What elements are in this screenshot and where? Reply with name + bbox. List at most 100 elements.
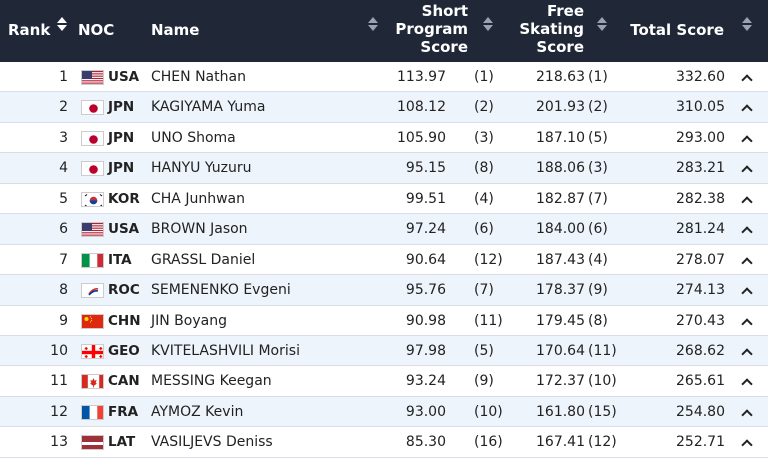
sort-rank-icon[interactable]: [57, 17, 67, 31]
table-row[interactable]: 11 CAN MESSING Keegan 93.24 (9) 172.37 (10) 265…: [0, 366, 768, 397]
sort-free-skating-icon[interactable]: [597, 17, 607, 31]
chevron-up-icon[interactable]: [742, 164, 750, 172]
free-skating-score: 161.80: [536, 403, 585, 420]
athlete-name[interactable]: GRASSL Daniel: [151, 251, 256, 268]
table-row[interactable]: 5 KOR CHA Junhwan 99.51 (4) 182.87 (7) 282.38: [0, 184, 768, 215]
table-row[interactable]: 6 USA BROWN Jason 97.24 (6) 184.00 (6) 281.24: [0, 214, 768, 245]
roc-flag-icon: [81, 283, 104, 299]
table-row[interactable]: 1 USA CHEN Nathan 113.97 (1) 218.63 (1) 332.60: [0, 62, 768, 93]
athlete-name[interactable]: MESSING Keegan: [151, 373, 272, 390]
athlete-name[interactable]: KAGIYAMA Yuma: [151, 99, 266, 116]
short-program-rank: (4): [474, 190, 494, 207]
athlete-name[interactable]: SEMENENKO Evgeni: [151, 282, 291, 299]
chevron-up-icon[interactable]: [742, 134, 750, 142]
chevron-up-icon[interactable]: [742, 438, 750, 446]
noc-cell: KOR: [108, 190, 140, 207]
chevron-up-icon[interactable]: [742, 317, 750, 325]
short-program-score: 95.76: [405, 282, 446, 299]
usa-flag-icon: [81, 70, 104, 85]
free-skating-rank: (5): [588, 129, 608, 146]
total-score: 268.62: [676, 342, 725, 359]
noc-cell: ITA: [108, 251, 132, 268]
rank-cell: 2: [59, 99, 68, 116]
free-skating-rank: (12): [588, 434, 617, 451]
short-program-rank: (6): [474, 221, 494, 238]
free-skating-score: 178.37: [536, 282, 585, 299]
free-skating-rank: (6): [588, 221, 608, 238]
free-skating-rank: (15): [588, 403, 617, 420]
chevron-up-icon[interactable]: [742, 225, 750, 233]
total-score: 310.05: [676, 99, 725, 116]
athlete-name[interactable]: BROWN Jason: [151, 221, 248, 238]
free-skating-rank: (4): [588, 251, 608, 268]
ita-flag-icon: [81, 252, 104, 268]
free-skating-score: 218.63: [536, 69, 585, 85]
chevron-up-icon[interactable]: [742, 195, 750, 203]
table-row[interactable]: 2 JPN KAGIYAMA Yuma 108.12 (2) 201.93 (2) 310.0…: [0, 92, 768, 123]
chevron-up-icon[interactable]: [742, 103, 750, 111]
noc-cell: JPN: [108, 160, 135, 177]
rank-cell: 8: [59, 282, 68, 299]
free-skating-header[interactable]: Free Skating Score: [519, 2, 584, 56]
rank-cell: 1: [59, 69, 68, 85]
total-score: 265.61: [676, 373, 725, 390]
total-score: 274.13: [676, 282, 725, 299]
athlete-name[interactable]: CHA Junhwan: [151, 190, 245, 207]
short-program-rank: (5): [474, 342, 494, 359]
free-skating-rank: (8): [588, 312, 608, 329]
short-program-rank: (12): [474, 251, 503, 268]
free-skating-score: 201.93: [536, 99, 585, 116]
chevron-up-icon[interactable]: [742, 256, 750, 264]
athlete-name[interactable]: AYMOZ Kevin: [151, 403, 244, 420]
short-program-score: 93.24: [405, 373, 446, 390]
table-row[interactable]: 12 FRA AYMOZ Kevin 93.00 (10) 161.80 (15) 254.8…: [0, 396, 768, 428]
can-flag-icon: [81, 374, 104, 390]
table-row[interactable]: 10 GEO KVITELASHVILI Morisi 97.98 (5) 170.64(…: [0, 335, 768, 367]
fra-flag-icon: [81, 404, 104, 420]
short-program-score: 90.64: [405, 251, 446, 268]
chevron-up-icon[interactable]: [742, 377, 750, 385]
athlete-name[interactable]: KVITELASHVILI Morisi: [151, 342, 300, 359]
table-row[interactable]: 4 JPN HANYU Yuzuru 95.15 (8) 188.06 (3) 283.21: [0, 153, 768, 184]
athlete-name[interactable]: CHEN Nathan: [151, 69, 246, 85]
sort-total-score-icon[interactable]: [742, 17, 752, 31]
table-row[interactable]: 8 ROC SEMENENKO Evgeni 95.76 (7) 178.37 (9) 274…: [0, 275, 768, 306]
sort-name-icon[interactable]: [368, 17, 378, 31]
free-skating-rank: (3): [588, 160, 608, 177]
short-program-header[interactable]: Short Program Score: [395, 2, 468, 56]
name-header[interactable]: Name: [151, 21, 200, 39]
free-skating-rank: (2): [588, 99, 608, 116]
table-row[interactable]: 13 LAT VASILJEVS Deniss 85.30 (16) 167.41 (12)…: [0, 427, 768, 458]
free-skating-rank: (7): [588, 190, 608, 207]
chevron-up-icon[interactable]: [742, 73, 750, 81]
short-program-rank: (16): [474, 434, 503, 451]
sort-short-program-icon[interactable]: [483, 17, 493, 31]
chevron-up-icon[interactable]: [742, 286, 750, 294]
noc-header[interactable]: NOC: [78, 21, 115, 39]
total-score: 283.21: [676, 160, 725, 177]
short-program-rank: (7): [474, 282, 494, 299]
short-program-score: 113.97: [397, 69, 446, 85]
total-score: 254.80: [676, 403, 725, 420]
rank-cell: 6: [59, 221, 68, 238]
rank-header[interactable]: Rank: [8, 21, 51, 39]
free-skating-score: 167.41: [536, 434, 585, 451]
chn-flag-icon: [81, 313, 104, 329]
table-row[interactable]: 3 JPN UNO Shoma 105.90 (3) 187.10 (5) 293.00: [0, 123, 768, 154]
chevron-up-icon[interactable]: [742, 347, 750, 355]
table-row[interactable]: 7 ITA GRASSL Daniel 90.64 (12) 187.43 (4) 278.0…: [0, 245, 768, 276]
rank-cell: 13: [50, 434, 68, 451]
free-skating-header-line1: Free: [546, 2, 584, 20]
athlete-name[interactable]: HANYU Yuzuru: [151, 160, 252, 177]
free-skating-header-line3: Score: [536, 38, 584, 56]
rank-cell: 9: [59, 312, 68, 329]
athlete-name[interactable]: JIN Boyang: [151, 312, 227, 329]
table-row[interactable]: 9 CHN JIN Boyang 90.98 (11) 179.45 (8) 270.43: [0, 306, 768, 336]
chevron-up-icon[interactable]: [742, 408, 750, 416]
noc-cell: FRA: [108, 403, 139, 420]
athlete-name[interactable]: VASILJEVS Deniss: [151, 434, 273, 451]
total-score-header[interactable]: Total Score: [630, 21, 724, 39]
noc-cell: CAN: [108, 373, 140, 390]
athlete-name[interactable]: UNO Shoma: [151, 129, 236, 146]
